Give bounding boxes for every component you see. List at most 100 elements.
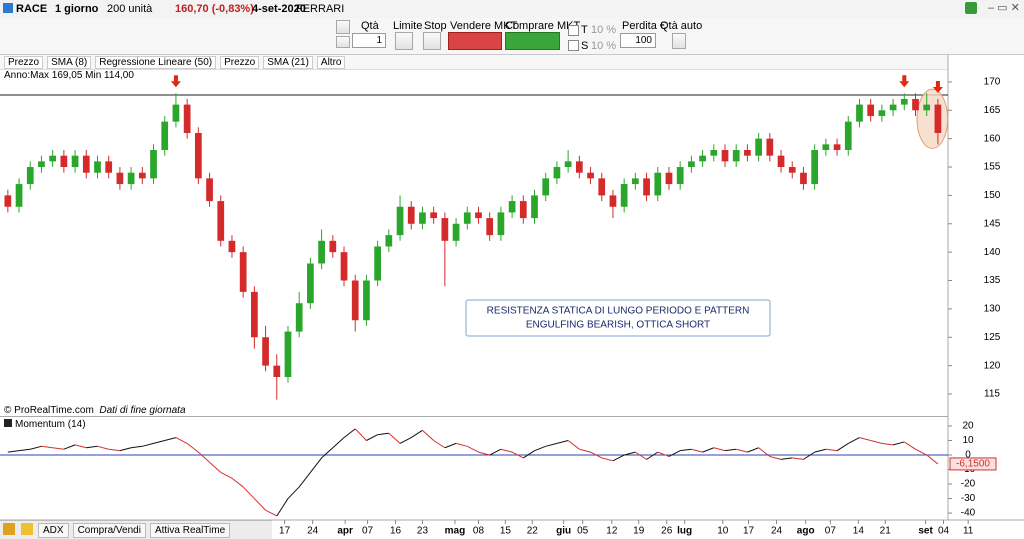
momentum-segment — [780, 457, 793, 460]
indicator-item[interactable]: SMA (21) — [263, 56, 313, 69]
price: 160,70 (-0,83%) — [175, 3, 254, 15]
candle-body — [82, 155, 90, 173]
momentum-swatch — [4, 419, 12, 427]
momentum-segment — [870, 440, 883, 444]
status-icon[interactable] — [965, 2, 977, 14]
qty-input[interactable]: 1 — [352, 33, 386, 48]
indicator-item[interactable]: SMA (8) — [47, 56, 92, 69]
indicator-item[interactable]: Prezzo — [4, 56, 44, 69]
x-tick-label: 19 — [633, 526, 645, 537]
candle-body — [531, 195, 538, 219]
source-note: Dati di fine giornata — [99, 405, 186, 416]
x-tick-label: 07 — [825, 526, 837, 537]
momentum-segment — [904, 441, 916, 450]
candle-body — [923, 104, 931, 111]
bottom-tab[interactable]: Compra/Vendi — [72, 522, 146, 538]
x-tick-label: set — [918, 526, 933, 537]
x-tick-label: lug — [677, 526, 692, 537]
momentum-segment — [702, 447, 714, 453]
candle-body — [620, 184, 628, 207]
momentum-segment — [758, 447, 771, 457]
stop-button[interactable] — [423, 32, 441, 50]
momentum-segment — [556, 440, 569, 444]
annotation-text: RESISTENZA STATICA DI LUNGO PERIODO E PA… — [487, 306, 750, 317]
settings-button[interactable] — [336, 20, 350, 34]
momentum-segment — [814, 448, 826, 453]
candle-body — [262, 337, 269, 366]
x-tick-label: 24 — [771, 526, 783, 537]
momentum-segment — [455, 442, 468, 447]
indicator-item[interactable]: Altro — [316, 56, 346, 69]
units[interactable]: 200 unità — [107, 3, 153, 15]
symbol[interactable]: RACE — [16, 3, 48, 15]
candle-body — [867, 104, 875, 116]
y-tick-label: 155 — [984, 162, 1001, 173]
s-percent[interactable]: 10 % — [591, 40, 617, 52]
candle-body — [138, 172, 146, 179]
annotation-text: ENGULFING BEARISH, OTTICA SHORT — [526, 320, 710, 331]
candle-body — [228, 240, 236, 253]
x-tick-label: 12 — [606, 526, 618, 537]
momentum-segment — [836, 442, 849, 452]
y-tick-label: 130 — [984, 304, 1001, 315]
momentum-segment — [545, 442, 558, 447]
buy-button[interactable] — [505, 32, 560, 50]
momentum-segment — [321, 447, 334, 459]
s-checkbox[interactable] — [568, 40, 579, 51]
momentum-segment — [713, 447, 726, 452]
momentum-segment — [612, 454, 625, 462]
candle-body — [878, 110, 886, 116]
y-tick-label: 170 — [984, 77, 1001, 88]
momentum-segment — [153, 440, 165, 444]
candle-body — [94, 161, 101, 173]
qty-label: Qtà — [361, 20, 379, 32]
draw-tool-icon[interactable] — [3, 523, 15, 535]
candle-body — [239, 252, 247, 292]
candle-body — [172, 104, 180, 122]
candle-body — [519, 201, 527, 219]
momentum-segment — [567, 440, 580, 450]
candle-body — [441, 218, 449, 241]
candle-body — [430, 212, 438, 219]
momentum-segment — [624, 451, 636, 456]
x-tick-label: 11 — [963, 526, 974, 537]
momentum-segment — [310, 457, 322, 473]
momentum-segment — [142, 442, 154, 447]
bottom-tab[interactable]: Attiva RealTime — [149, 522, 231, 538]
bottom-tab[interactable]: ADX — [38, 522, 69, 538]
keypad-button[interactable] — [336, 36, 350, 48]
auto-qty-button[interactable] — [672, 33, 686, 49]
candle-body — [665, 172, 673, 185]
momentum-segment — [410, 429, 423, 439]
limit-button[interactable] — [395, 32, 413, 50]
window-buttons[interactable]: – ▭ ✕ — [988, 2, 1020, 14]
momentum-segment — [489, 448, 502, 456]
period[interactable]: 1 giorno — [55, 3, 99, 15]
candle-body — [15, 184, 23, 207]
x-tick-label: apr — [337, 526, 353, 537]
indicator-item[interactable]: Regressione Lineare (50) — [95, 56, 217, 69]
x-tick-label: 16 — [390, 526, 402, 537]
momentum-segment — [74, 444, 87, 449]
loss-input[interactable]: 100 — [620, 33, 656, 48]
candle-body — [912, 98, 919, 111]
momentum-segment — [422, 429, 434, 441]
t-percent[interactable]: 10 % — [591, 24, 617, 36]
candle-body — [732, 150, 740, 162]
momentum-segment — [792, 457, 804, 460]
momentum-segment — [63, 444, 76, 450]
t-checkbox[interactable] — [568, 25, 579, 36]
candle-body — [900, 98, 908, 105]
sell-label: Vendere MKT — [450, 20, 518, 32]
candle-body — [71, 155, 79, 168]
folder-icon[interactable] — [21, 523, 33, 535]
candle-body — [777, 155, 785, 168]
candle-body — [811, 150, 819, 185]
sell-button[interactable] — [448, 32, 502, 50]
x-tick-label: 22 — [527, 526, 539, 537]
indicator-item[interactable]: Prezzo — [220, 56, 260, 69]
momentum-segment — [354, 428, 367, 441]
candle-body — [116, 172, 124, 185]
candle-body — [508, 201, 516, 213]
momentum-segment — [736, 448, 748, 453]
